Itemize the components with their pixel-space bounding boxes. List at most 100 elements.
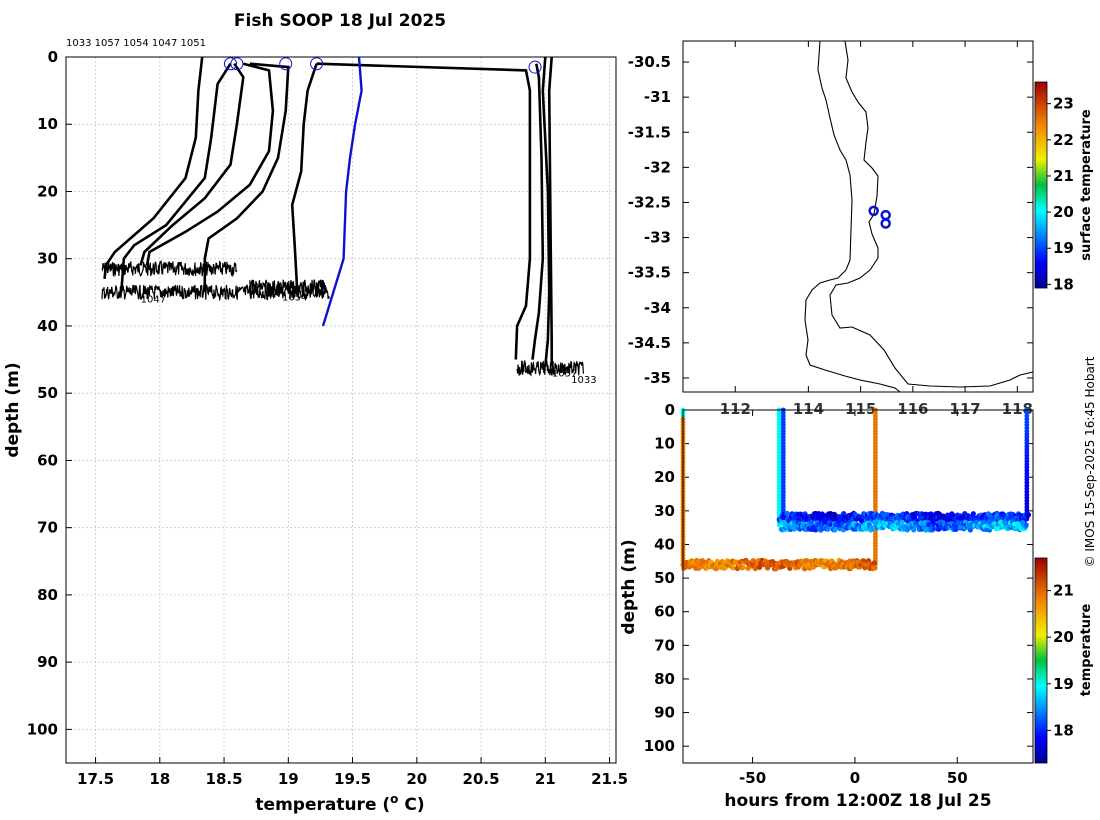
dt-bottom-dot	[835, 519, 842, 525]
depth-time-ylabel: depth (m)	[619, 539, 639, 634]
map-ytick-label: -31.5	[628, 123, 671, 141]
profile-ytick-label: 100	[27, 720, 58, 738]
dt-bottom-dot	[911, 515, 918, 521]
dt-xtick-label: -50	[739, 769, 766, 787]
temp-colorbar-tick-label: 21	[1053, 582, 1074, 600]
profile-line-deep3	[547, 56, 553, 367]
profile-surface-marker	[230, 57, 244, 71]
map-colorbar-tick-label: 20	[1053, 203, 1074, 221]
dt-ytick-label: 50	[654, 569, 675, 587]
map-xtick-label: 116	[897, 400, 928, 418]
map-station-marker	[880, 218, 891, 229]
map-coastline	[804, 40, 901, 393]
profile-xtick-label: 21.5	[591, 770, 628, 788]
profile-line-1054a	[145, 62, 275, 266]
profile-ytick-label: 30	[37, 250, 58, 268]
profile-line-1047	[103, 56, 204, 280]
dt-bottom-dot	[1023, 522, 1029, 528]
dt-xtick-label: 50	[947, 769, 968, 787]
map-colorbar-tick-label: 21	[1053, 167, 1074, 185]
dt-ytick-label: 90	[654, 704, 675, 722]
map-station-marker	[880, 209, 891, 221]
temp-colorbar-tick-label: 18	[1053, 721, 1074, 739]
map-colorbar-tick-label: 18	[1053, 275, 1074, 293]
map-xtick-label: 114	[793, 400, 824, 418]
dt-bottom-dot	[1025, 512, 1032, 518]
profile-xtick-label: 20	[406, 770, 427, 788]
dt-ytick-label: 60	[654, 603, 675, 621]
map-colorbar-tick-label: 22	[1053, 131, 1074, 149]
profile-line-1033b	[316, 62, 532, 360]
dt-bottom-dot	[980, 519, 986, 525]
map-ytick-label: -33.5	[628, 264, 671, 282]
profile-ylabel: depth (m)	[3, 362, 23, 457]
profile-annotation: 1047	[141, 294, 166, 305]
profile-surface-marker	[223, 57, 237, 71]
dt-ytick-label: 20	[654, 468, 675, 486]
profile-ytick-label: 70	[37, 519, 58, 537]
dt-bottom-dot	[750, 558, 756, 564]
map-ytick-label: -34.5	[628, 334, 671, 352]
profile-ytick-label: 20	[37, 182, 58, 200]
map-colorbar	[1034, 81, 1048, 289]
profile-top-ids: 1033 1057 1054 1047 1051	[66, 38, 206, 49]
profile-annotation: 1054	[282, 292, 307, 303]
profile-xtick-label: 19.5	[334, 770, 371, 788]
map-station-marker	[868, 205, 879, 217]
profile-annotation: 1033	[571, 375, 596, 386]
map-ytick-label: -31	[644, 88, 671, 106]
temp-colorbar-ticks: 18 19 20 21	[1047, 582, 1074, 739]
map-ytick-label: -32	[644, 158, 671, 176]
profile-ytick-label: 60	[37, 451, 58, 469]
profile-line-deep1	[531, 63, 545, 360]
dt-ytick-label: 70	[654, 636, 675, 654]
dt-bottom-dot	[784, 510, 790, 516]
profile-ytick-label: 80	[37, 586, 58, 604]
profile-line-1051	[139, 62, 245, 266]
profile-line-1054b	[203, 62, 290, 293]
copyright-note: © IMOS 15-Sep-2025 16:45 Hobart	[1083, 356, 1097, 567]
profile-line-1033a	[290, 63, 318, 293]
map-colorbar-tick-label: 23	[1053, 95, 1074, 113]
dt-bottom-dot	[940, 520, 946, 526]
profile-ytick-label: 10	[37, 115, 58, 133]
temp-colorbar-tick-label: 19	[1053, 675, 1074, 693]
map-panel: -30.5 -31 -31.5 -32 -32.5 -33 -33.5 -34 -34.5 -35…	[628, 40, 1034, 418]
profile-panel: 17.5 18 18.5 19 19.5 20 20.5 21 21.5 0 10 20 30 40 50 6…	[27, 38, 628, 788]
temp-colorbar-tick-label: 20	[1053, 628, 1074, 646]
dt-bottom-dot	[970, 511, 976, 517]
profile-annotation: 1057	[552, 368, 577, 379]
dt-bottom-dot	[730, 565, 736, 571]
dt-ytick-label: 40	[654, 535, 675, 553]
profile-xtick-label: 20.5	[463, 770, 500, 788]
temp-colorbar	[1034, 557, 1048, 764]
dt-bottom-dot	[740, 564, 746, 571]
chart-title: Fish SOOP 18 Jul 2025	[234, 11, 446, 31]
map-coastline-east	[829, 40, 1034, 388]
dt-bottom-dot	[911, 527, 917, 533]
dt-ytick-label: 0	[665, 401, 675, 419]
dt-bottom-dot	[841, 510, 847, 517]
profile-noise-band	[101, 259, 238, 278]
depth-time-xlabel: hours from 12:00Z 18 Jul 25	[724, 791, 991, 811]
map-ytick-label: -35	[644, 369, 671, 387]
profile-ytick-label: 50	[37, 384, 58, 402]
profile-noise-band	[516, 359, 584, 377]
profile-xtick-label: 18.5	[206, 770, 243, 788]
profile-noise-band	[249, 279, 327, 297]
profile-surface-marker	[279, 57, 293, 71]
map-ytick-label: -30.5	[628, 53, 671, 71]
dt-ytick-label: 80	[654, 670, 675, 688]
dt-bottom-dot	[804, 558, 810, 564]
profile-noise-band	[101, 283, 330, 302]
depth-time-panel: 0 10 20 30 40 50 60 70 80 90 100 -50 0 50	[644, 401, 1034, 787]
map-xtick-label: 115	[845, 400, 876, 418]
dt-bottom-dot	[872, 565, 878, 571]
map-ytick-label: -33	[644, 229, 671, 247]
map-xtick-label: 112	[720, 400, 751, 418]
map-colorbar-label: surface temperature	[1079, 109, 1094, 261]
profile-line-1057	[120, 63, 232, 293]
map-ytick-label: -34	[644, 299, 671, 317]
dt-bottom-dot	[832, 527, 838, 533]
